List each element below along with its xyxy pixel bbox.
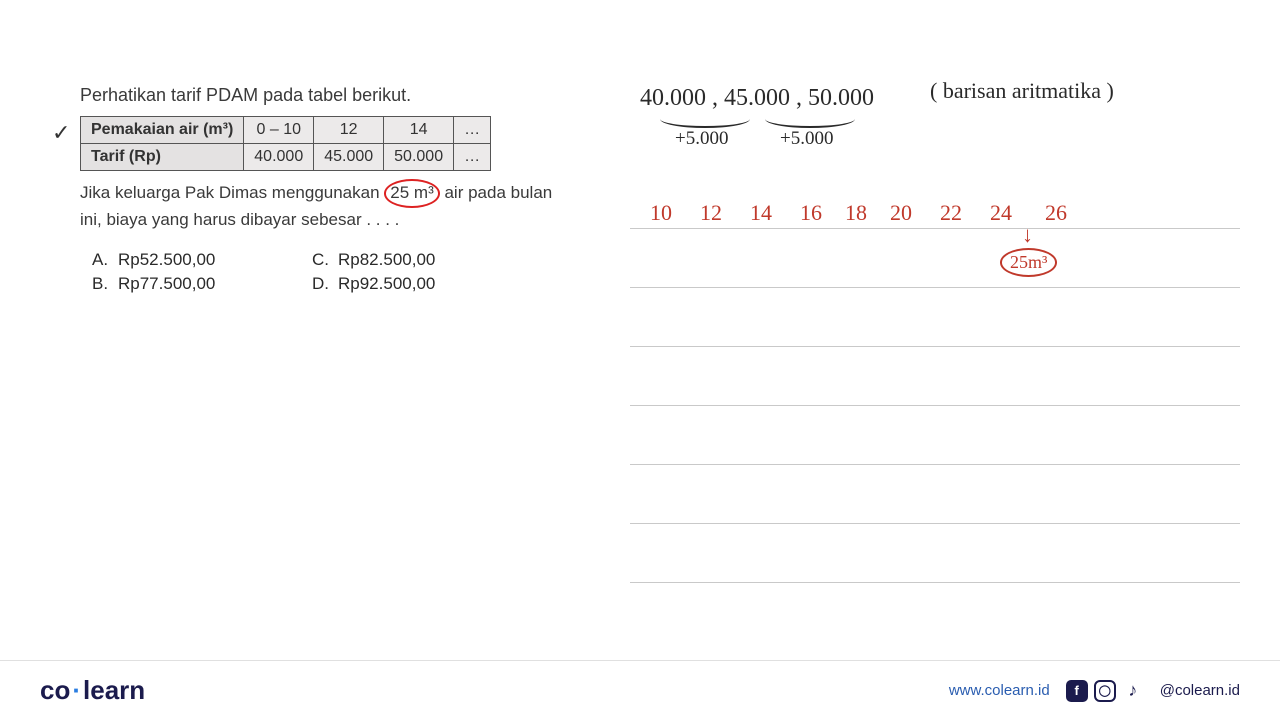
tariff-table: Pemakaian air (m³) 0 – 10 12 14 … Tarif … (80, 116, 491, 171)
table-row: Pemakaian air (m³) 0 – 10 12 14 … (81, 117, 491, 144)
question-panel: ✓ Perhatikan tarif PDAM pada tabel berik… (80, 85, 560, 294)
hw-seq-0: 10 (650, 200, 672, 226)
footer-handle[interactable]: @colearn.id (1160, 682, 1240, 699)
row-header-tariff: Tarif (Rp) (81, 144, 244, 171)
logo-dot-icon: · (70, 675, 83, 705)
table-cell: 0 – 10 (244, 117, 314, 144)
option-c-text: Rp82.500,00 (338, 250, 435, 269)
hw-tariff-seq: 40.000 , 45.000 , 50.000 (640, 85, 874, 112)
hw-target-circled: 25m³ (1000, 248, 1057, 277)
table-cell: … (454, 117, 491, 144)
option-a: A.Rp52.500,00 (92, 250, 292, 270)
option-b: B.Rp77.500,00 (92, 274, 292, 294)
hw-seq-6: 22 (940, 200, 962, 226)
table-cell: … (454, 144, 491, 171)
hw-seq-5: 20 (890, 200, 912, 226)
circled-value: 25 m³ (384, 179, 439, 208)
option-c: C.Rp82.500,00 (312, 250, 512, 270)
hw-seq-3: 16 (800, 200, 822, 226)
table-row: Tarif (Rp) 40.000 45.000 50.000 … (81, 144, 491, 171)
question-intro: Perhatikan tarif PDAM pada tabel berikut… (80, 85, 560, 106)
arrow-down-icon: ↓ (1022, 222, 1033, 248)
social-icons: f ◯ ♪ (1066, 680, 1144, 702)
work-panel: 40.000 , 45.000 , 50.000 +5.000 +5.000 (… (630, 60, 1260, 640)
table-cell: 40.000 (244, 144, 314, 171)
hw-seq-7: 24 (990, 200, 1012, 226)
hw-seq-4: 18 (845, 200, 867, 226)
instagram-icon[interactable]: ◯ (1094, 680, 1116, 702)
lined-paper (630, 170, 1240, 640)
hw-delta2: +5.000 (780, 128, 833, 150)
footer-url[interactable]: www.colearn.id (949, 682, 1050, 699)
logo: co·learn (40, 675, 145, 706)
option-d-text: Rp92.500,00 (338, 274, 435, 293)
tiktok-icon[interactable]: ♪ (1122, 680, 1144, 702)
logo-right: learn (83, 675, 145, 705)
footer-right: www.colearn.id f ◯ ♪ @colearn.id (949, 680, 1240, 702)
checkmark-icon: ✓ (52, 120, 70, 146)
options-grid: A.Rp52.500,00 C.Rp82.500,00 B.Rp77.500,0… (92, 250, 560, 294)
logo-left: co (40, 675, 70, 705)
hw-seq-2: 14 (750, 200, 772, 226)
footer: co·learn www.colearn.id f ◯ ♪ @colearn.i… (0, 660, 1280, 720)
table-cell: 45.000 (314, 144, 384, 171)
hw-note: ( barisan aritmatika ) (930, 78, 1114, 104)
body-pre: Jika keluarga Pak Dimas menggunakan (80, 183, 384, 202)
hw-delta1: +5.000 (675, 128, 728, 150)
hw-seq-1: 12 (700, 200, 722, 226)
row-header-usage: Pemakaian air (m³) (81, 117, 244, 144)
table-cell: 50.000 (384, 144, 454, 171)
arc-icon (660, 110, 750, 128)
table-cell: 12 (314, 117, 384, 144)
table-cell: 14 (384, 117, 454, 144)
option-a-text: Rp52.500,00 (118, 250, 215, 269)
facebook-icon[interactable]: f (1066, 680, 1088, 702)
hw-seq-8: 26 (1045, 200, 1067, 226)
question-body: Jika keluarga Pak Dimas menggunakan 25 m… (80, 179, 560, 232)
option-b-text: Rp77.500,00 (118, 274, 215, 293)
arc-icon (765, 110, 855, 128)
option-d: D.Rp92.500,00 (312, 274, 512, 294)
